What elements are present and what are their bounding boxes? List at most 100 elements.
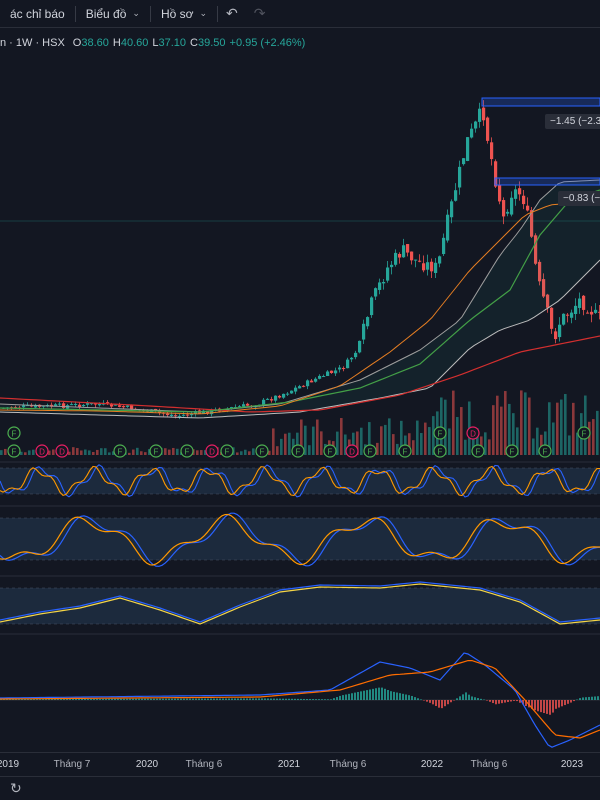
measure-tag[interactable]: −1.45 (−2.35% [545, 114, 600, 129]
candle-body [270, 399, 274, 401]
candle-body [574, 305, 578, 314]
candle-body [550, 307, 554, 329]
volume-bar [416, 420, 419, 455]
signal-marker: F [538, 444, 552, 458]
volume-bar [244, 449, 247, 455]
macd-histogram-bar [81, 698, 83, 700]
candle-body [74, 403, 78, 405]
profile-menu-button[interactable]: Hồ sơ ⌄ [151, 0, 217, 28]
macd-histogram-bar [144, 698, 146, 700]
indicators-button[interactable]: ác chỉ báo [0, 0, 75, 28]
candle-body [498, 185, 502, 202]
macd-histogram-bar [408, 695, 410, 700]
marker-circle [471, 444, 485, 458]
macd-histogram-bar [213, 698, 215, 700]
macd-histogram-bar [315, 699, 317, 700]
marker-circle [433, 426, 447, 440]
candle-body [530, 210, 534, 237]
ma-20-line [0, 199, 600, 415]
macd-histogram-bar [228, 698, 230, 700]
macd-signal-line [0, 660, 600, 739]
candle-body [94, 403, 98, 405]
macd-histogram-bar [510, 700, 512, 702]
marker-circle [255, 444, 269, 458]
macd-histogram-bar [474, 697, 476, 700]
volume-bar [132, 449, 135, 455]
macd-histogram-bar [186, 698, 188, 700]
candle-body [106, 402, 110, 404]
volume-bar [80, 450, 83, 455]
measure-box [494, 177, 600, 186]
macd-histogram-bar [453, 700, 455, 701]
macd-histogram-bar [438, 700, 440, 708]
candle-body [542, 279, 546, 297]
undo-icon[interactable]: ↶ [226, 5, 238, 21]
open-value: 38.60 [81, 37, 109, 49]
volume-bar [104, 448, 107, 455]
chevron-down-icon: ⌄ [199, 8, 208, 18]
volume-bar [320, 431, 323, 455]
refresh-icon[interactable]: ↻ [10, 780, 22, 796]
macd-histogram-bar [90, 698, 92, 700]
marker-circle [466, 426, 480, 440]
time-axis[interactable]: 2019 Tháng 7 2020 Tháng 6 2021 Tháng 6 2… [0, 752, 600, 776]
redo-icon[interactable]: ↷ [253, 5, 266, 21]
macd-histogram-bar [483, 699, 485, 700]
cloud-lower-line [0, 259, 600, 419]
symbol-label[interactable]: n · 1W · HSX [0, 37, 65, 49]
candle-body [86, 403, 90, 405]
candle-body [438, 256, 442, 264]
candle-body [206, 410, 210, 414]
marker-circle [323, 444, 337, 458]
macd-histogram-bar [105, 698, 107, 700]
candle-body [410, 251, 414, 261]
candle-body [274, 395, 278, 401]
macd-histogram-bar [561, 700, 563, 707]
volume-bar [412, 440, 415, 455]
macd-histogram-bar [237, 698, 239, 700]
candle-body [378, 282, 382, 290]
macd-histogram-bar [189, 698, 191, 700]
candle-body [570, 312, 574, 318]
volume-bar [456, 417, 459, 455]
volume-bar [528, 397, 531, 455]
candle-body [110, 403, 114, 407]
macd-histogram-bar [480, 698, 482, 700]
macd-histogram-bar [384, 688, 386, 700]
macd-histogram-bar [153, 698, 155, 700]
macd-histogram-bar [390, 691, 392, 700]
candle-body [282, 393, 286, 398]
volume-bar [308, 445, 311, 455]
macd-histogram-bar [372, 688, 374, 700]
macd-histogram-bar [27, 699, 29, 700]
volume-bar [128, 452, 131, 455]
ohlc-values: O38.60 H40.60 L37.10 C39.50 +0.95 (+2.46… [73, 37, 306, 49]
high-value: 40.60 [120, 37, 149, 49]
ichimoku-cloud [0, 180, 600, 418]
volume-bar [392, 434, 395, 455]
macd-histogram-bar [240, 698, 242, 700]
macd-histogram-bar [45, 699, 47, 700]
candle-body [298, 386, 302, 389]
volume-bar [564, 394, 567, 455]
volume-bar [552, 422, 555, 455]
candle-body [418, 260, 422, 262]
marker-label: F [154, 448, 159, 457]
macd-histogram-bar [57, 699, 59, 700]
volume-bar [496, 395, 499, 455]
volume-bar [520, 390, 523, 455]
candle-body [122, 406, 126, 408]
volume-bar [96, 449, 99, 455]
charts-menu-button[interactable]: Biểu đồ ⌄ [76, 0, 150, 28]
measure-tag[interactable]: −0.83 (−1.7 [558, 191, 600, 206]
candle-body [350, 357, 354, 360]
volume-bar [464, 439, 467, 455]
macd-histogram-bar [351, 693, 353, 700]
x-tick-label: 2022 [420, 759, 444, 770]
volume-bar [100, 448, 103, 455]
macd-histogram-bar [354, 692, 356, 700]
signal-marker: F [398, 444, 412, 458]
volume-bar [384, 424, 387, 455]
macd-histogram-bar [255, 698, 257, 700]
